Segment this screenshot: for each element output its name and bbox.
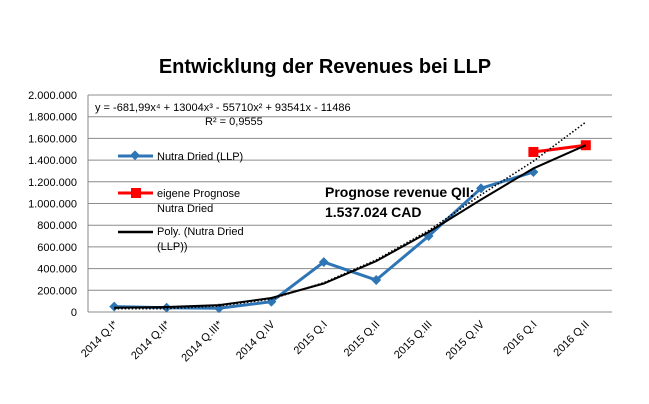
legend: Nutra Dried (LLP) eigene Prognose Nutra D… [118, 150, 247, 253]
prognose-point [528, 146, 539, 157]
y-tick-label: 400.000 [37, 264, 77, 276]
prognose-line [533, 143, 586, 154]
poly-trendline-line [114, 144, 587, 309]
y-tick-label: 1.000.000 [28, 199, 77, 211]
y-tick-label: 0 [71, 307, 77, 319]
x-tick-label: 2015 Q.III [392, 319, 435, 362]
x-tick-label: 2014 Q.III* [179, 318, 225, 364]
nutra-dried-point [318, 257, 329, 268]
dotted-trendline-line [114, 121, 587, 310]
legend-marker-diamond [130, 150, 140, 161]
y-tick-label: 1.400.000 [28, 155, 77, 167]
legend-marker-square [131, 188, 141, 198]
nutra-dried-point [109, 301, 120, 312]
legend-label-nutra: Nutra Dried (LLP) [157, 151, 243, 163]
chart-title: Entwicklung der Revenues bei LLP [159, 56, 491, 78]
x-tick-label: 2016 Q.II [551, 319, 591, 359]
x-tick-label: 2014 Q.IV [234, 318, 278, 362]
legend-label-poly: Poly. (Nutra Dried (LLP)) [157, 226, 247, 253]
y-tick-label: 1.200.000 [28, 177, 77, 189]
y-tick-label: 200.000 [37, 285, 77, 297]
prognose-label: Prognose revenue QII: [325, 184, 474, 200]
r-squared: R² = 0,9555 [205, 116, 263, 128]
nutra-dried-point [371, 275, 382, 285]
y-tick-label: 1.600.000 [28, 133, 77, 145]
legend-label-prognose: eigene Prognose Nutra Dried [157, 188, 240, 215]
x-tick-label: 2014 Q.II* [129, 318, 173, 362]
x-tick-label: 2016 Q.I [501, 319, 539, 357]
nutra-dried-point [476, 183, 486, 194]
y-tick-label: 1.800.000 [28, 112, 77, 124]
trendline-equation: y = -681,99x⁴ + 13004x³ - 55710x² + 9354… [95, 102, 351, 114]
x-tick-label: 2015 Q.IV [444, 318, 488, 362]
x-tick-label: 2014 Q.I* [79, 318, 121, 360]
prognose-value: 1.537.024 CAD [325, 204, 422, 220]
y-tick-label: 600.000 [37, 242, 77, 254]
x-tick-label: 2015 Q.I [292, 319, 330, 357]
y-tick-label: 2.000.000 [28, 90, 77, 102]
y-tick-label: 800.000 [37, 220, 77, 232]
x-tick-label: 2015 Q.II [342, 319, 382, 359]
